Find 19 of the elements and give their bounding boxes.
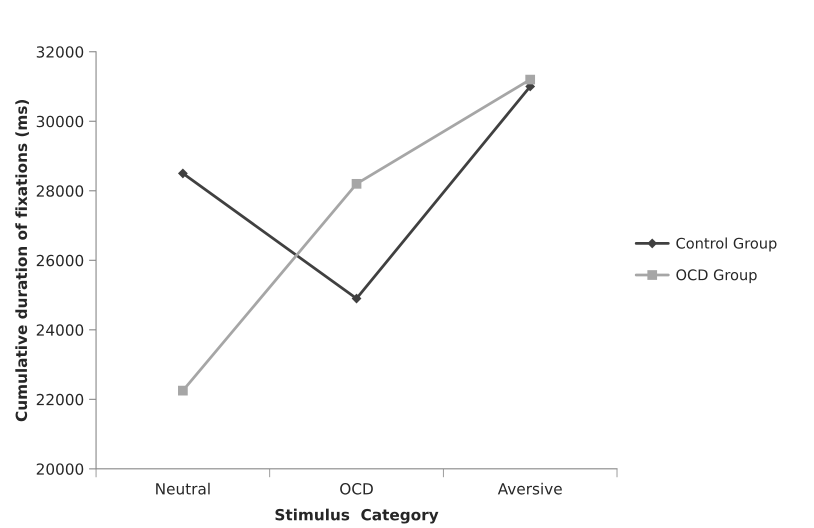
point (352, 178, 362, 189)
legend-label: Control Group (676, 237, 776, 252)
y-tick-label: 28000 (36, 185, 84, 197)
x-tick-label: OCD (340, 483, 373, 495)
y-tick-label: 26000 (36, 254, 84, 266)
point (352, 294, 362, 304)
y-axis-title: Cumulative duration of fixations (ms) (15, 100, 29, 422)
point (178, 386, 188, 396)
legend-label: OCD Group (676, 269, 757, 284)
point (178, 168, 188, 178)
x-axis-title: Stimulus Category (275, 508, 438, 524)
point (525, 74, 536, 84)
y-tick-label: 30000 (36, 116, 84, 128)
x-tick-label: Neutral (156, 482, 210, 495)
y-tick-label: 32000 (36, 46, 84, 58)
y-tick-label: 20000 (36, 463, 84, 475)
x-tick-label: Aversive (498, 482, 562, 495)
y-tick-label: 22000 (36, 394, 84, 406)
y-tick-label: 24000 (36, 324, 84, 336)
